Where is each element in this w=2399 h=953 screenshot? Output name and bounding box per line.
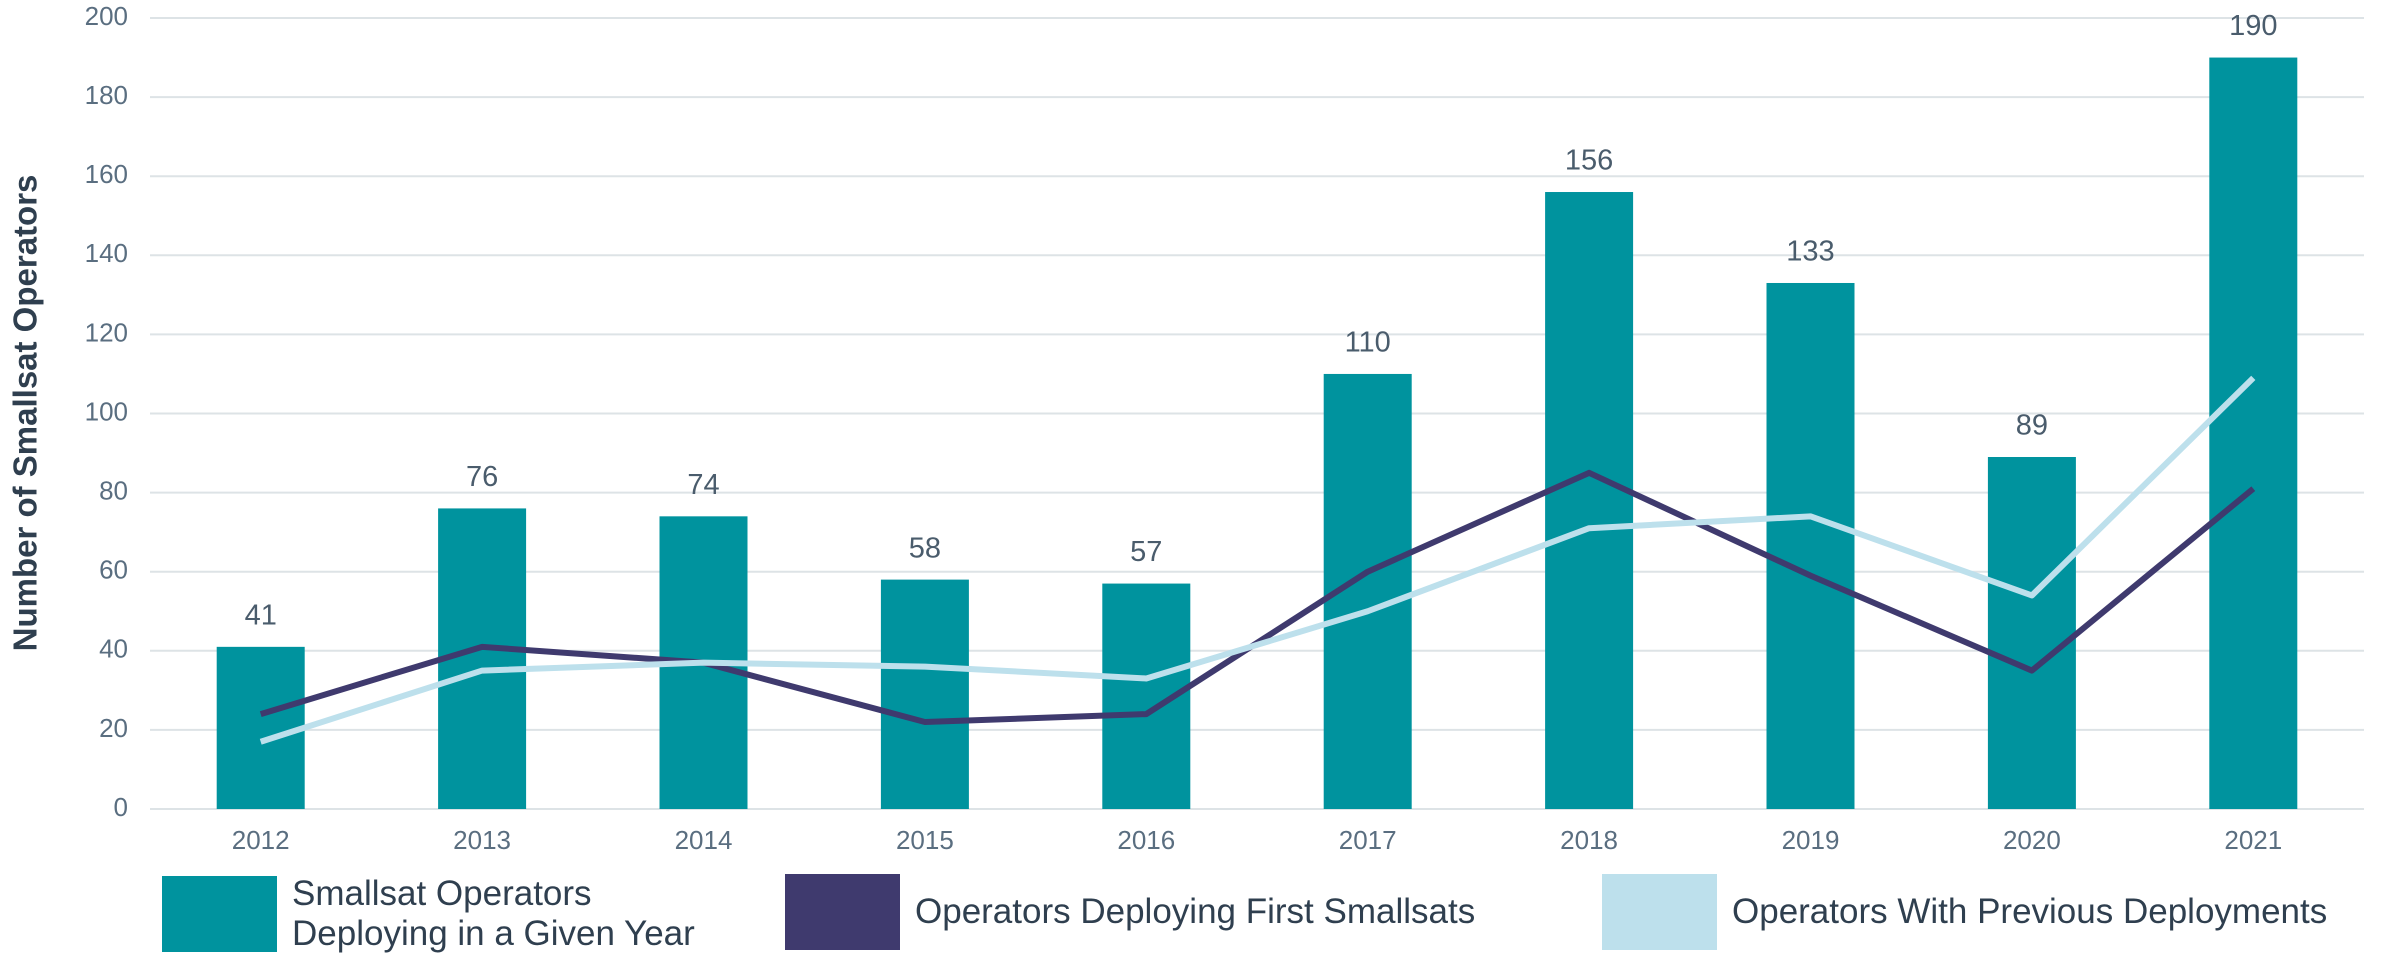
x-tick-label: 2018 xyxy=(1560,825,1618,855)
y-tick-label: 40 xyxy=(99,634,128,664)
legend: Smallsat Operators Deploying in a Given … xyxy=(0,870,2399,953)
chart: Number of Smallsat Operators 0 20 40 60 80 10… xyxy=(7,1,2364,855)
x-tick-label: 2012 xyxy=(232,825,290,855)
y-tick-label: 20 xyxy=(99,713,128,743)
data-label: 76 xyxy=(466,461,498,493)
legend-item: Smallsat Operators Deploying in a Given … xyxy=(162,874,712,953)
data-label: 58 xyxy=(909,532,941,564)
data-label: 190 xyxy=(2229,10,2277,42)
bar xyxy=(1766,282,1855,809)
x-tick-label: 2015 xyxy=(896,825,954,855)
data-label: 89 xyxy=(2016,410,2048,442)
y-tick-label: 140 xyxy=(85,238,128,268)
y-tick-label: 120 xyxy=(85,317,128,347)
bar xyxy=(2209,57,2298,810)
y-tick-label: 80 xyxy=(99,475,128,505)
y-tick-label: 200 xyxy=(85,1,128,31)
legend-swatch xyxy=(162,876,277,952)
x-tick-label: 2017 xyxy=(1339,825,1397,855)
bar xyxy=(216,646,305,809)
data-label: 156 xyxy=(1565,145,1613,177)
data-label: 110 xyxy=(1345,327,1391,359)
x-tick-label: 2019 xyxy=(1782,825,1840,855)
legend-item: Operators With Previous Deployments xyxy=(1602,874,2327,950)
line xyxy=(259,469,2256,725)
y-tick-label: 60 xyxy=(99,555,128,585)
legend-label: Operators Deploying First Smallsats xyxy=(915,892,1476,931)
data-label: 74 xyxy=(687,469,719,501)
x-tick-label: 2020 xyxy=(2003,825,2061,855)
y-tick-label: 160 xyxy=(85,159,128,189)
x-tick-label: 2014 xyxy=(675,825,733,855)
legend-swatch xyxy=(1602,874,1717,950)
y-tick-label: 180 xyxy=(85,80,128,110)
legend-label: Smallsat Operators Deploying in a Given … xyxy=(292,874,695,953)
y-tick-label: 0 xyxy=(114,792,128,822)
x-tick-label: 2013 xyxy=(453,825,511,855)
data-label: 41 xyxy=(245,600,277,632)
legend-swatch xyxy=(785,874,900,950)
bar xyxy=(880,579,969,809)
x-tick-label: 2021 xyxy=(2224,825,2282,855)
bar xyxy=(1987,457,2076,809)
x-tick-label: 2016 xyxy=(1117,825,1175,855)
y-tick-label: 100 xyxy=(85,396,128,426)
legend-item: Operators Deploying First Smallsats xyxy=(785,874,1475,950)
line xyxy=(259,375,2256,745)
legend-label: Operators With Previous Deployments xyxy=(1732,892,2328,931)
data-label: 133 xyxy=(1786,236,1834,268)
data-label: 57 xyxy=(1130,536,1162,568)
y-axis-title: Number of Smallsat Operators xyxy=(7,175,44,652)
bar xyxy=(1545,192,1634,809)
